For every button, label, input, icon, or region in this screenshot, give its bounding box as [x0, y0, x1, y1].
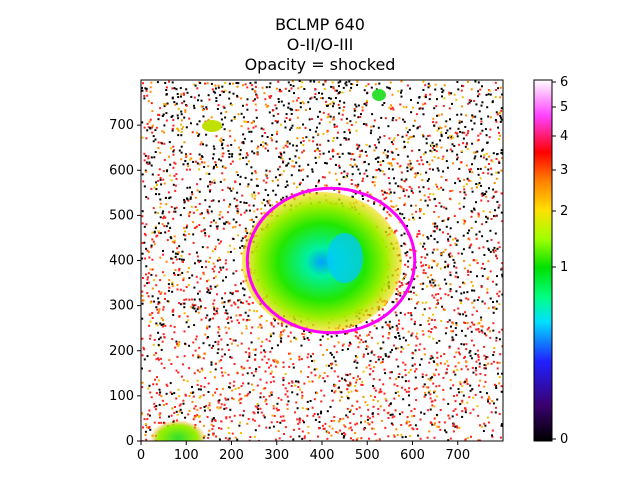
chart-title-line-3: Opacity = shocked: [245, 55, 396, 74]
colorbar: [533, 79, 553, 442]
colorbar-axis: 0 1 2 3 4 5 6: [552, 75, 568, 447]
x-tick-label: 0: [137, 448, 145, 463]
heatmap-image: [141, 80, 503, 441]
lower-left-knot: [150, 420, 206, 441]
x-axis: 0 100 200 300 400 500 600 700: [137, 441, 470, 463]
upper-left-knot: [202, 120, 222, 132]
colorbar-tick-label: 4: [560, 129, 568, 144]
colorbar-tick-label: 3: [560, 163, 568, 178]
core-region: [327, 233, 363, 283]
colorbar-tick-label: 1: [560, 260, 568, 275]
y-tick-label: 0: [126, 434, 134, 449]
x-tick-label: 600: [400, 448, 425, 463]
y-tick-label: 500: [109, 208, 134, 223]
upper-knot: [372, 89, 386, 101]
y-tick-label: 700: [109, 118, 134, 133]
x-tick-label: 200: [219, 448, 244, 463]
y-tick-label: 100: [109, 389, 134, 404]
y-axis: 0 100 200 300 400 500 600 700: [109, 118, 141, 449]
colorbar-tick-label: 2: [560, 204, 568, 219]
chart-title-line-1: BCLMP 640: [275, 15, 365, 34]
region-ellipse: [245, 186, 417, 335]
chart-title-line-2: O-II/O-III: [287, 35, 354, 54]
y-tick-label: 300: [109, 299, 134, 314]
nebula-region: [242, 192, 402, 332]
colorbar-tick-label: 6: [560, 75, 568, 90]
x-tick-label: 100: [174, 448, 199, 463]
colorbar-tick-label: 5: [560, 100, 568, 115]
x-tick-label: 700: [445, 448, 470, 463]
x-tick-label: 500: [355, 448, 380, 463]
y-tick-label: 600: [109, 163, 134, 178]
y-tick-label: 200: [109, 344, 134, 359]
x-tick-label: 400: [310, 448, 335, 463]
y-tick-label: 400: [109, 254, 134, 269]
x-tick-label: 300: [264, 448, 289, 463]
colorbar-tick-label: 0: [560, 432, 568, 447]
